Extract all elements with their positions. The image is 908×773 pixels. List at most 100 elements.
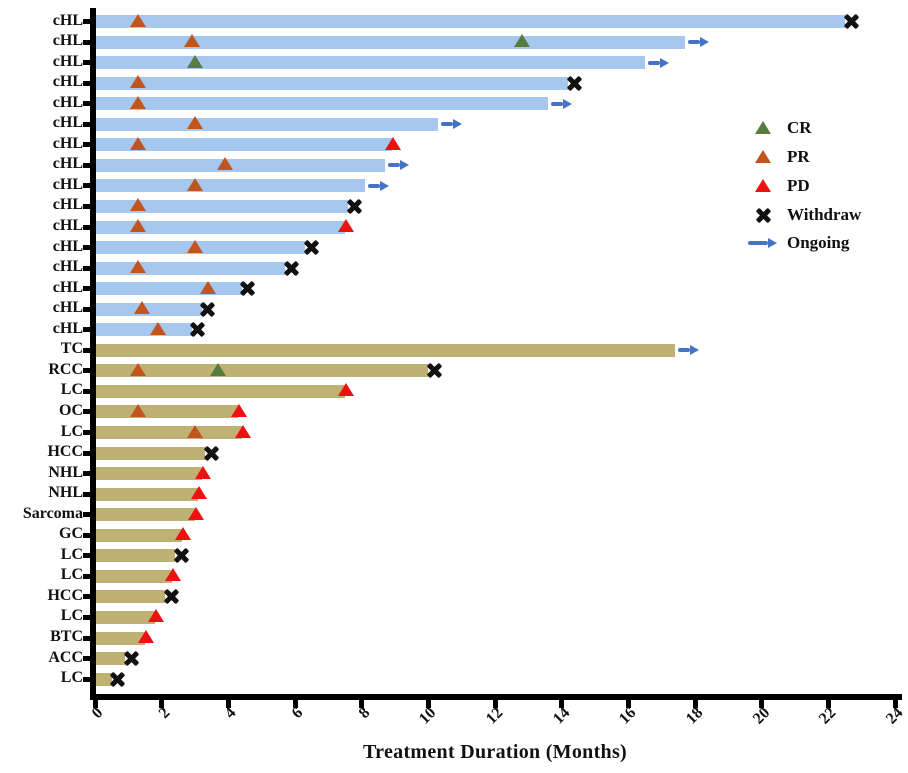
y-axis-label: cHL [52, 52, 83, 70]
y-axis-label: LC [60, 669, 83, 687]
y-axis-line [90, 8, 96, 700]
x-axis-line [90, 694, 902, 700]
withdraw-x-icon [174, 548, 189, 563]
swimmer-bar [95, 220, 345, 234]
withdraw-x-icon [190, 322, 205, 337]
legend-label: CR [787, 118, 812, 137]
y-axis-tick [83, 265, 90, 271]
pd-triangle-icon [194, 465, 211, 479]
pr-triangle-icon [130, 95, 147, 109]
x-axis-tick [692, 700, 698, 708]
y-axis-tick [83, 368, 90, 374]
y-axis-label: Sarcoma [22, 504, 83, 522]
y-axis-label: cHL [52, 11, 83, 29]
pr-triangle-icon [130, 136, 147, 150]
y-axis-label: OC [59, 401, 83, 419]
pr-triangle-icon [130, 75, 147, 89]
y-axis-tick [83, 594, 90, 600]
ongoing-arrow-icon [441, 122, 454, 127]
y-axis-label: cHL [52, 237, 83, 255]
x-axis-tick [292, 700, 298, 708]
cr-triangle-icon [187, 54, 203, 68]
pr-triangle-icon [130, 13, 147, 27]
x-axis-tick [625, 700, 631, 708]
swimmer-bar [95, 261, 285, 275]
withdraw-x-icon [284, 261, 299, 276]
pd-triangle-icon [384, 136, 401, 150]
y-axis-tick [83, 491, 90, 497]
withdraw-x-icon [844, 14, 859, 29]
cr-triangle-icon [755, 121, 771, 134]
pr-triangle-icon [187, 116, 203, 130]
pr-triangle-icon [755, 150, 771, 163]
swimmer-bar [95, 138, 392, 152]
y-axis-tick [83, 39, 90, 45]
y-axis-tick [83, 224, 90, 230]
y-axis-label: cHL [52, 299, 83, 317]
y-axis-label: LC [60, 381, 83, 399]
y-axis-tick [83, 142, 90, 148]
x-axis-tick [759, 700, 765, 708]
cr-triangle-icon [513, 34, 530, 48]
y-axis-label: LC [60, 566, 83, 584]
pr-triangle-icon [130, 260, 147, 274]
y-axis-label: GC [59, 525, 83, 543]
swimmer-bar [95, 610, 155, 624]
pd-triangle-icon [138, 630, 154, 643]
swimmer-bar [95, 323, 192, 337]
swimmer-bar [95, 631, 145, 645]
withdraw-x-icon [124, 651, 139, 666]
swimmer-bar [95, 56, 645, 70]
y-axis-tick [83, 245, 90, 251]
swimmer-bar [95, 405, 239, 419]
y-axis-label: BTC [50, 628, 83, 645]
withdraw-x-icon [756, 208, 771, 223]
pr-triangle-icon [150, 321, 167, 335]
pr-triangle-icon [217, 157, 233, 171]
y-axis-tick [83, 553, 90, 559]
pr-triangle-icon [187, 177, 203, 191]
y-axis-tick [83, 656, 90, 662]
pr-triangle-icon [133, 301, 150, 315]
y-axis-tick [83, 635, 90, 641]
y-axis-label: LC [60, 422, 83, 440]
swimmer-bar [95, 199, 349, 213]
x-axis-tick [492, 700, 498, 708]
y-axis-label: cHL [52, 217, 83, 234]
y-axis-tick [83, 286, 90, 292]
swimmer-bar [95, 487, 199, 501]
swimmer-bar [95, 97, 549, 111]
ongoing-arrow-icon [688, 40, 700, 45]
ongoing-arrow-icon [678, 348, 690, 353]
y-axis-tick [83, 60, 90, 66]
x-axis-tick [825, 700, 831, 708]
ongoing-arrow-icon [388, 163, 400, 168]
withdraw-x-icon [427, 363, 442, 378]
y-axis-label: cHL [52, 175, 83, 193]
swimmer-bar [95, 15, 845, 28]
swimmer-bar [95, 569, 172, 583]
pd-triangle-icon [755, 179, 771, 192]
y-axis-tick [83, 183, 90, 189]
x-axis-tick [92, 700, 98, 708]
pr-triangle-icon [187, 239, 203, 253]
y-axis-tick [83, 532, 90, 538]
pd-triangle-icon [234, 424, 251, 438]
y-axis-label: cHL [52, 114, 83, 132]
pd-triangle-icon [191, 486, 208, 500]
y-axis-tick [83, 512, 90, 518]
y-axis-tick [83, 101, 90, 107]
y-axis-label: RCC [48, 360, 83, 378]
swimmer-bar [95, 158, 385, 172]
pd-triangle-icon [148, 609, 164, 623]
swimmer-bar [95, 672, 112, 686]
pr-triangle-icon [187, 424, 203, 438]
ongoing-arrow-icon [368, 183, 380, 188]
swimmer-bar [95, 343, 675, 357]
swimmer-bar [95, 652, 125, 666]
y-axis-label: NHL [48, 484, 83, 502]
y-axis-tick [83, 409, 90, 415]
y-axis-tick [83, 19, 90, 24]
y-axis-label: LC [60, 545, 83, 563]
withdraw-x-icon [567, 76, 582, 91]
